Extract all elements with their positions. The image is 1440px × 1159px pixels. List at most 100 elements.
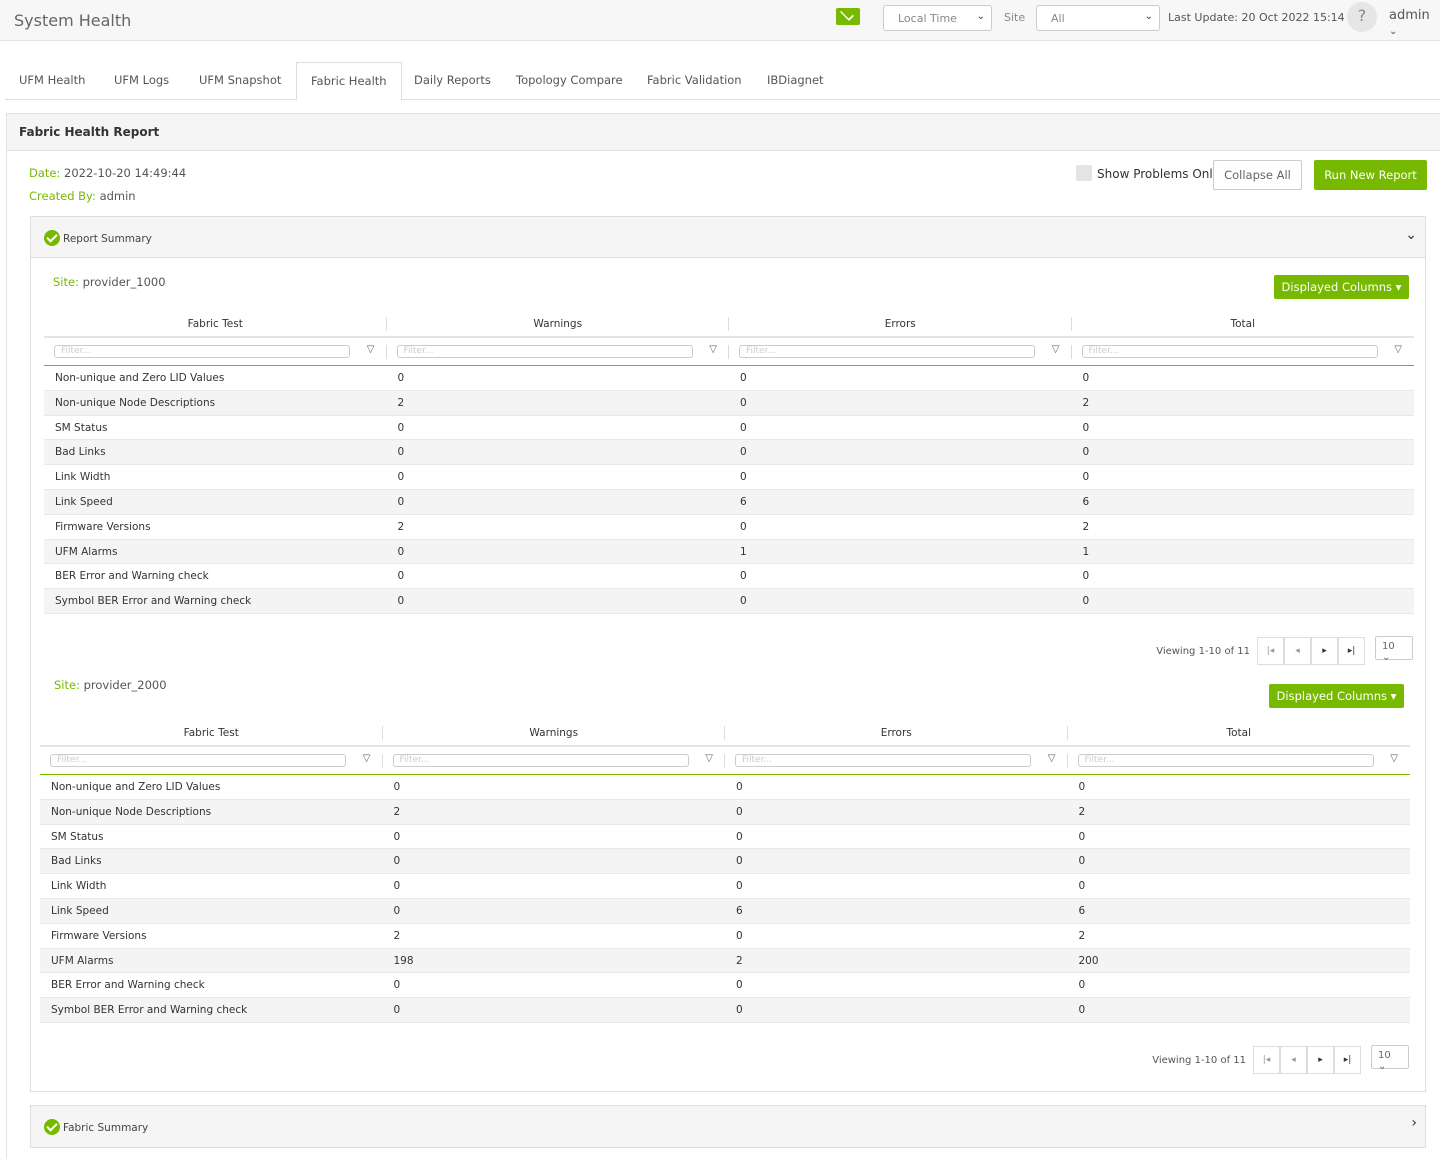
filter-icon[interactable]: ▽ [705, 753, 713, 764]
filter-input[interactable]: Filter... [739, 345, 1035, 358]
column-header[interactable]: Errors [725, 719, 1068, 745]
filter-cell: Filter... ▽ [1072, 338, 1415, 365]
first-page-icon[interactable]: |◂ [1257, 637, 1284, 665]
fabric-summary-panel: Fabric Summary › [30, 1105, 1426, 1148]
table-cell: 2 [393, 929, 401, 942]
report-summary-title: Report Summary [63, 233, 152, 245]
table-cell: 6 [736, 904, 743, 917]
chevron-down-icon: ⌄ [1144, 11, 1153, 22]
next-page-icon[interactable]: ▸ [1307, 1046, 1334, 1074]
table-cell: 2 [397, 520, 405, 533]
report-summary-panel: Report Summary ⌄ Site: provider_1000 Dis… [30, 216, 1426, 1092]
filter-icon[interactable]: ▽ [366, 344, 375, 355]
chevron-right-icon[interactable]: › [1411, 1115, 1417, 1131]
table-cell: 2 [1082, 520, 1090, 533]
filter-cell: Filter... ▽ [387, 338, 730, 365]
displayed-columns-button[interactable]: Displayed Columns ▾ [1269, 684, 1404, 708]
next-page-icon[interactable]: ▸ [1311, 637, 1338, 665]
table-cell: 0 [736, 979, 743, 992]
table-cell: 0 [397, 545, 405, 558]
table-cell: 1 [1082, 545, 1090, 558]
table-cell: 1 [740, 545, 747, 558]
column-header[interactable]: Fabric Test [44, 310, 387, 336]
help-icon[interactable]: ? [1347, 2, 1377, 32]
table-cell: 0 [1078, 1004, 1086, 1017]
tab-ufm-snapshot[interactable]: UFM Snapshot [199, 73, 282, 87]
table-cell: BER Error and Warning check [51, 979, 205, 992]
prev-page-icon[interactable]: ◂ [1280, 1046, 1307, 1074]
first-page-icon[interactable]: |◂ [1253, 1046, 1280, 1074]
site-select[interactable]: All ⌄ [1036, 5, 1160, 31]
filter-icon[interactable]: ▽ [362, 753, 371, 764]
displayed-columns-button[interactable]: Displayed Columns ▾ [1274, 275, 1409, 299]
table-cell: Link Speed [55, 495, 113, 508]
site-name: provider_1000 [82, 275, 166, 289]
filter-icon[interactable]: ▽ [1394, 344, 1402, 355]
column-header[interactable]: Total [1226, 727, 1252, 739]
table-row: UFM Alarms 0 1 1 [44, 539, 1414, 565]
filter-icon[interactable]: ▽ [1051, 344, 1060, 355]
report-date: Date: 2022-10-20 14:49:44 [29, 166, 186, 180]
page-title: Fabric Health Report [7, 114, 1440, 151]
column-header[interactable]: Warnings [387, 310, 730, 336]
table-cell: 0 [1078, 880, 1086, 893]
table-cell: 0 [736, 929, 743, 942]
show-problems-label[interactable]: Show Problems Only [1097, 167, 1220, 181]
column-header[interactable]: Fabric Test [40, 719, 383, 745]
tab-daily-reports[interactable]: Daily Reports [414, 73, 491, 87]
prev-page-icon[interactable]: ◂ [1284, 637, 1311, 665]
tab-ufm-logs[interactable]: UFM Logs [114, 73, 170, 87]
table-header: Fabric Test Warnings Errors Total [40, 719, 1410, 747]
table-cell: 0 [1082, 570, 1090, 583]
filter-input[interactable]: Filter... [735, 754, 1031, 767]
show-problems-checkbox[interactable] [1076, 165, 1092, 181]
tab-fabric-validation[interactable]: Fabric Validation [647, 73, 742, 87]
filter-icon[interactable]: ▽ [1047, 753, 1056, 764]
table-row: Link Speed 0 6 6 [40, 898, 1410, 924]
table-cell: Non-unique Node Descriptions [55, 396, 216, 409]
table-cell: SM Status [51, 830, 104, 843]
table-cell: 0 [736, 805, 743, 818]
report-summary-header[interactable]: Report Summary ⌄ [31, 217, 1425, 258]
collapse-all-button[interactable]: Collapse All [1213, 160, 1302, 190]
filter-row: Filter... ▽ Filter... ▽ Filter... ▽ Filter... ▽ [40, 747, 1410, 775]
tab-ibdiagnet[interactable]: IBDiagnet [767, 73, 824, 87]
filter-icon[interactable]: ▽ [1390, 753, 1398, 764]
filter-input[interactable]: Filter... [54, 345, 350, 358]
table-row: Non-unique and Zero LID Values 0 0 0 [44, 366, 1414, 391]
table-cell: 0 [1082, 471, 1090, 484]
column-header[interactable]: Warnings [383, 719, 726, 745]
site-label: Site: provider_2000 [54, 678, 167, 692]
fabric-health-page: Fabric Health Report Date: 2022-10-20 14… [6, 113, 1440, 1159]
column-header[interactable]: Errors [729, 310, 1072, 336]
page-size-select[interactable]: 10 ⌄ [1375, 636, 1413, 663]
last-page-icon[interactable]: ▸| [1334, 1046, 1361, 1074]
tab-fabric-health[interactable]: Fabric Health [296, 62, 402, 101]
fabric-summary-header[interactable]: Fabric Summary › [31, 1106, 1425, 1147]
filter-input[interactable]: Filter... [1081, 345, 1378, 358]
tab-topology-compare[interactable]: Topology Compare [516, 73, 623, 87]
filter-icon[interactable]: ▽ [709, 344, 717, 355]
mail-icon[interactable] [836, 8, 860, 25]
table-cell: 0 [740, 396, 747, 409]
last-page-icon[interactable]: ▸| [1338, 637, 1365, 665]
filter-input[interactable]: Filter... [1077, 754, 1374, 767]
user-menu[interactable]: admin ⌄ [1389, 8, 1440, 38]
filter-cell: Filter... ▽ [44, 338, 387, 365]
table-cell: Non-unique and Zero LID Values [51, 781, 221, 793]
table-row: SM Status 0 0 0 [40, 825, 1410, 850]
filter-input[interactable]: Filter... [396, 345, 693, 358]
filter-input[interactable]: Filter... [392, 754, 689, 767]
time-select[interactable]: Local Time ⌄ [883, 5, 992, 31]
chevron-down-icon[interactable]: ⌄ [1405, 227, 1417, 243]
table-cell: Symbol BER Error and Warning check [51, 1004, 248, 1017]
tab-ufm-health[interactable]: UFM Health [19, 73, 86, 87]
table-row: Bad Links 0 0 0 [40, 849, 1410, 875]
run-new-report-button[interactable]: Run New Report [1314, 160, 1427, 190]
table-row: UFM Alarms 198 2 200 [40, 948, 1410, 974]
table-cell: 6 [1078, 904, 1086, 917]
filter-input[interactable]: Filter... [50, 754, 346, 767]
page-size-select[interactable]: 10 ⌄ [1371, 1045, 1409, 1072]
column-header[interactable]: Total [1230, 318, 1256, 330]
table-row: Link Width 0 0 0 [44, 465, 1414, 490]
